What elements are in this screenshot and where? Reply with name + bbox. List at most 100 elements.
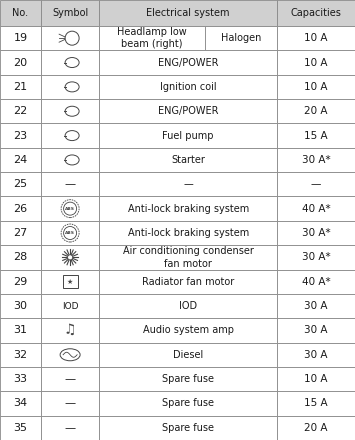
Bar	[277, 197, 355, 221]
Bar	[41, 148, 99, 172]
Text: —: —	[65, 399, 76, 408]
Text: Symbol: Symbol	[52, 8, 88, 18]
Ellipse shape	[65, 82, 79, 92]
Bar	[0, 294, 41, 318]
Text: 40 A*: 40 A*	[302, 277, 330, 287]
Ellipse shape	[60, 349, 80, 361]
Text: 24: 24	[13, 155, 28, 165]
Text: Spare fuse: Spare fuse	[162, 399, 214, 408]
Text: 31: 31	[13, 326, 27, 335]
Bar	[205, 26, 277, 50]
Bar	[99, 75, 277, 99]
Bar	[99, 270, 277, 294]
Bar	[277, 148, 355, 172]
Bar	[0, 26, 41, 50]
Text: 25: 25	[13, 179, 27, 189]
Bar	[277, 123, 355, 148]
Text: Spare fuse: Spare fuse	[162, 423, 214, 433]
Text: 29: 29	[13, 277, 28, 287]
Text: 23: 23	[13, 131, 27, 141]
Bar	[41, 26, 99, 50]
Text: 30 A*: 30 A*	[302, 253, 330, 262]
Text: ABS: ABS	[65, 231, 75, 235]
Text: —: —	[311, 179, 321, 189]
Text: 21: 21	[13, 82, 27, 92]
Text: 20 A: 20 A	[304, 106, 328, 116]
Bar	[277, 294, 355, 318]
Bar	[41, 343, 99, 367]
Bar	[41, 99, 99, 123]
Text: ★: ★	[67, 279, 73, 285]
Text: 33: 33	[13, 374, 27, 384]
Bar	[41, 221, 99, 245]
Text: Ignition coil: Ignition coil	[160, 82, 217, 92]
Bar	[41, 318, 99, 343]
Text: 30 A*: 30 A*	[302, 155, 330, 165]
Text: ENG/POWER: ENG/POWER	[158, 106, 218, 116]
Ellipse shape	[65, 155, 79, 165]
Bar	[0, 221, 41, 245]
Ellipse shape	[65, 58, 79, 67]
Bar	[99, 367, 277, 391]
Bar	[0, 123, 41, 148]
Text: —: —	[65, 423, 76, 433]
Bar	[99, 294, 277, 318]
Circle shape	[64, 227, 77, 239]
Text: IOD: IOD	[62, 301, 78, 311]
Bar	[277, 245, 355, 270]
Bar	[0, 75, 41, 99]
Bar	[99, 172, 277, 197]
Text: Halogen: Halogen	[221, 33, 261, 43]
Text: ♫: ♫	[64, 323, 76, 337]
Bar	[0, 270, 41, 294]
Text: Capacities: Capacities	[290, 8, 342, 18]
Bar	[41, 391, 99, 416]
Bar	[0, 391, 41, 416]
Bar	[0, 50, 41, 75]
Text: ABS: ABS	[65, 207, 75, 211]
Text: 28: 28	[13, 253, 28, 262]
Text: 20 A: 20 A	[304, 423, 328, 433]
Bar	[99, 391, 277, 416]
Ellipse shape	[65, 131, 79, 141]
Bar	[0, 197, 41, 221]
Bar	[277, 270, 355, 294]
Text: 27: 27	[13, 228, 28, 238]
Text: Anti-lock braking system: Anti-lock braking system	[127, 204, 249, 214]
Bar	[277, 318, 355, 343]
Bar	[0, 245, 41, 270]
Bar	[0, 0, 41, 26]
Bar	[99, 245, 277, 270]
Bar	[99, 197, 277, 221]
Text: Anti-lock braking system: Anti-lock braking system	[127, 228, 249, 238]
Bar	[277, 75, 355, 99]
Bar	[41, 367, 99, 391]
Bar	[0, 172, 41, 197]
Text: 30 A: 30 A	[304, 301, 328, 311]
Text: Electrical system: Electrical system	[146, 8, 230, 18]
Bar	[0, 343, 41, 367]
Bar	[277, 221, 355, 245]
Text: 22: 22	[13, 106, 28, 116]
Circle shape	[61, 200, 79, 218]
Bar	[277, 416, 355, 440]
Bar	[62, 275, 78, 288]
Bar	[99, 99, 277, 123]
Bar	[277, 26, 355, 50]
Bar	[277, 0, 355, 26]
Text: —: —	[65, 179, 76, 189]
Text: 10 A: 10 A	[304, 374, 328, 384]
Text: 30 A*: 30 A*	[302, 228, 330, 238]
Bar	[0, 99, 41, 123]
Text: 19: 19	[13, 33, 27, 43]
Text: 26: 26	[13, 204, 27, 214]
Circle shape	[65, 31, 79, 45]
Text: Radiator fan motor: Radiator fan motor	[142, 277, 234, 287]
Text: 10 A: 10 A	[304, 82, 328, 92]
Text: —: —	[65, 374, 76, 384]
Text: 20: 20	[13, 58, 27, 67]
Circle shape	[64, 202, 77, 215]
Bar	[99, 50, 277, 75]
Bar	[99, 0, 277, 26]
Bar	[41, 416, 99, 440]
